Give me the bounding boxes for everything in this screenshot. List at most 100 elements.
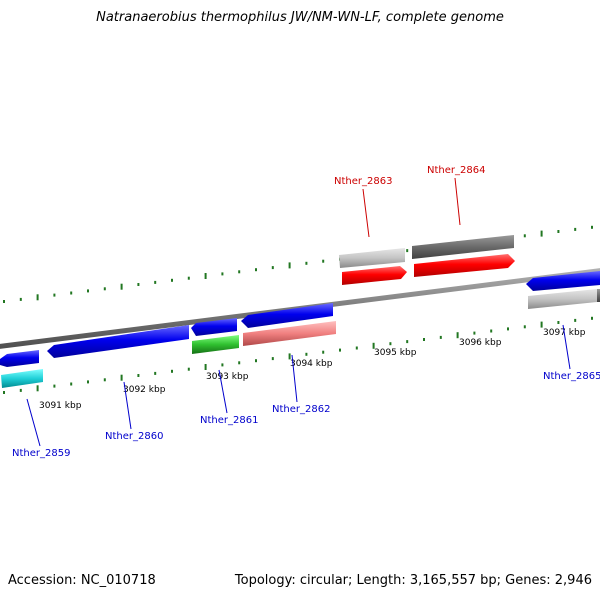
gene-labels: Nther_2859 Nther_2860 Nther_2861 Nther_2… bbox=[12, 165, 600, 459]
outer-ruler-tick bbox=[238, 270, 241, 274]
inner-ruler-tick bbox=[19, 388, 22, 392]
forward-strand-features bbox=[339, 235, 515, 285]
inner-ruler-tick bbox=[406, 340, 409, 344]
gene-nther-2859-arrow[interactable] bbox=[0, 350, 39, 367]
inner-ruler-tick bbox=[540, 321, 543, 328]
outer-ruler-tick bbox=[70, 291, 73, 295]
leader-nther-2862 bbox=[291, 354, 298, 403]
genome-summary: Topology: circular; Length: 3,165,557 bp… bbox=[234, 573, 592, 588]
inner-ruler-tick bbox=[523, 325, 526, 329]
feature-nther-2863-rna-bar[interactable] bbox=[339, 248, 405, 268]
gene-label-nther-2861[interactable]: Nther_2861 bbox=[200, 415, 258, 426]
accession-label: Accession: NC_010718 bbox=[8, 573, 156, 588]
inner-ruler-tick bbox=[591, 316, 593, 320]
outer-ruler-tick bbox=[271, 266, 274, 270]
gene-nther-2864-arrow[interactable] bbox=[414, 254, 515, 277]
outer-ruler-tick bbox=[523, 234, 526, 238]
outer-ruler-tick bbox=[574, 227, 577, 231]
outer-ruler-tick bbox=[3, 300, 5, 303]
inner-ruler-tick bbox=[490, 329, 493, 333]
inner-ruler-tick bbox=[372, 342, 375, 349]
gene-nther-2861-arrow[interactable] bbox=[191, 318, 237, 336]
leader-nther-2864 bbox=[454, 177, 461, 226]
tick-label-3096: 3096 kbp bbox=[459, 338, 502, 348]
inner-ruler-tick bbox=[187, 367, 190, 371]
inner-ruler-tick bbox=[473, 331, 476, 335]
leader-nther-2865 bbox=[562, 324, 571, 370]
gene-leader-lines bbox=[26, 177, 571, 447]
inner-ruler-tick bbox=[507, 327, 509, 331]
feature-nther-2859-cyan-bar[interactable] bbox=[1, 369, 43, 388]
outer-ruler-tick bbox=[406, 249, 409, 253]
inner-ruler-tick bbox=[423, 338, 425, 341]
leader-nther-2860 bbox=[123, 381, 132, 430]
outer-ruler-tick bbox=[103, 287, 106, 291]
outer-ruler-tick bbox=[137, 283, 140, 286]
inner-ruler-tick bbox=[154, 371, 157, 375]
inner-ruler-tick bbox=[171, 369, 173, 373]
tick-label-3093: 3093 kbp bbox=[206, 372, 249, 382]
outer-ruler-tick bbox=[221, 272, 224, 276]
inner-ruler-tick bbox=[137, 374, 140, 377]
leader-nther-2861 bbox=[218, 369, 228, 414]
gene-label-nther-2863[interactable]: Nther_2863 bbox=[334, 176, 392, 187]
inner-ruler-tick bbox=[339, 348, 341, 352]
gene-nther-2862-arrow[interactable] bbox=[241, 303, 333, 328]
gene-nther-2863-arrow[interactable] bbox=[342, 266, 407, 285]
feature-nther-2864-rna-bar[interactable] bbox=[412, 235, 514, 259]
outer-ruler-tick bbox=[171, 278, 173, 282]
outer-ruler-tick bbox=[540, 230, 543, 237]
tick-label-3092: 3092 kbp bbox=[123, 385, 166, 395]
inner-ruler-tick bbox=[355, 346, 358, 350]
gene-label-nther-2859[interactable]: Nther_2859 bbox=[12, 448, 70, 459]
inner-ruler-tick bbox=[70, 382, 73, 386]
inner-ruler-tick bbox=[120, 374, 123, 381]
gene-nther-2865-arrow[interactable] bbox=[526, 271, 600, 291]
tick-label-3091: 3091 kbp bbox=[39, 401, 82, 411]
gene-label-nther-2864[interactable]: Nther_2864 bbox=[427, 165, 485, 176]
outer-ruler-tick bbox=[557, 230, 560, 233]
inner-ruler-tick bbox=[87, 380, 89, 384]
outer-ruler-tick bbox=[204, 273, 207, 279]
inner-position-ruler bbox=[3, 316, 593, 394]
inner-ruler-tick bbox=[574, 318, 577, 322]
outer-ruler-tick bbox=[154, 280, 157, 284]
feature-nther-2861-green-bar[interactable] bbox=[192, 335, 239, 354]
inner-ruler-tick bbox=[271, 357, 274, 361]
feature-nther-2866-partial-bar bbox=[597, 289, 600, 302]
inner-ruler-tick bbox=[221, 363, 224, 367]
outer-ruler-tick bbox=[305, 261, 308, 265]
inner-ruler-tick bbox=[255, 359, 257, 363]
leader-nther-2863 bbox=[362, 188, 370, 238]
gene-nther-2860-arrow[interactable] bbox=[47, 325, 189, 358]
inner-ruler-tick bbox=[103, 378, 106, 382]
outer-ruler-tick bbox=[322, 259, 325, 263]
inner-ruler-tick bbox=[439, 335, 442, 339]
outer-ruler-tick bbox=[53, 293, 56, 297]
leader-nther-2859 bbox=[26, 398, 41, 447]
reverse-strand-features bbox=[0, 271, 600, 388]
outer-ruler-tick bbox=[591, 225, 593, 229]
inner-ruler-tick bbox=[456, 332, 459, 339]
outer-ruler-tick bbox=[187, 276, 190, 280]
gene-label-nther-2865[interactable]: Nther_2865 bbox=[543, 371, 600, 382]
feature-nther-2865-gray-bar[interactable] bbox=[528, 289, 597, 309]
feature-nther-2862-pink-bar[interactable] bbox=[243, 321, 336, 346]
inner-ruler-tick bbox=[36, 385, 39, 392]
inner-ruler-tick bbox=[238, 361, 241, 365]
inner-ruler-tick bbox=[53, 384, 56, 388]
outer-ruler-tick bbox=[19, 297, 22, 301]
gene-label-nther-2860[interactable]: Nther_2860 bbox=[105, 431, 163, 442]
outer-ruler-tick bbox=[255, 268, 257, 272]
outer-ruler-tick bbox=[120, 283, 123, 290]
tick-label-3095: 3095 kbp bbox=[374, 348, 417, 358]
inner-ruler-tick bbox=[204, 364, 207, 370]
inner-ruler-tick bbox=[288, 353, 291, 360]
gene-label-nther-2862[interactable]: Nther_2862 bbox=[272, 404, 330, 415]
inner-ruler-tick bbox=[557, 321, 560, 324]
outer-ruler-tick bbox=[288, 262, 291, 269]
outer-ruler-tick bbox=[87, 289, 89, 293]
inner-ruler-tick bbox=[389, 342, 392, 346]
